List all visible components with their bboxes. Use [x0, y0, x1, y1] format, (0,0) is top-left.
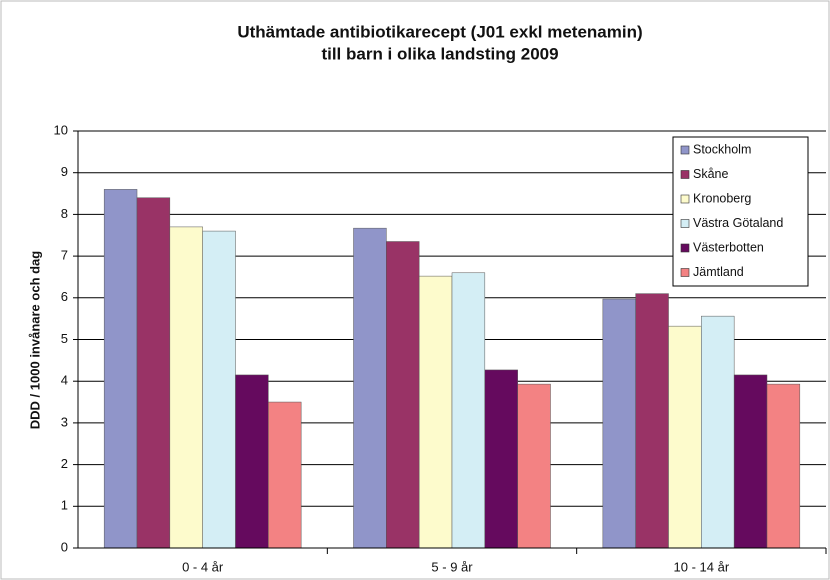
- chart-title: till barn i olika landsting 2009: [321, 44, 558, 63]
- legend-label: Stockholm: [693, 142, 751, 156]
- bar: [668, 325, 702, 549]
- bar: [635, 293, 669, 549]
- legend-label: Skåne: [693, 167, 728, 181]
- bar: [418, 275, 453, 549]
- legend-swatch: [680, 145, 690, 155]
- legend-swatch: [680, 243, 690, 253]
- x-tick-label: 0 - 4 år: [182, 559, 224, 574]
- y-axis-label: DDD / 1000 invånare och dag: [27, 251, 42, 430]
- bar: [602, 298, 636, 549]
- bar: [766, 383, 801, 549]
- bar: [169, 226, 203, 549]
- bar: [733, 374, 768, 549]
- legend-box: [672, 136, 809, 287]
- bar: [517, 383, 551, 549]
- legend-swatch: [680, 194, 690, 204]
- y-tick-label: 0: [61, 539, 68, 554]
- legend-label: Kronoberg: [693, 191, 751, 205]
- bar: [353, 227, 387, 549]
- y-tick-label: 1: [61, 498, 68, 513]
- y-tick-label: 10: [54, 122, 68, 137]
- y-tick-label: 7: [61, 248, 68, 263]
- legend-swatch: [680, 268, 690, 277]
- bar: [386, 241, 420, 549]
- x-tick-label: 10 - 14 år: [674, 559, 730, 574]
- bar: [701, 315, 735, 549]
- legend-swatch: [680, 219, 690, 228]
- y-tick-label: 5: [61, 331, 68, 346]
- y-tick-label: 9: [61, 164, 68, 179]
- legend-swatch: [680, 170, 690, 179]
- legend-label: Västra Götaland: [693, 216, 783, 230]
- y-tick-label: 3: [61, 414, 68, 429]
- bar: [235, 374, 269, 549]
- bar: [484, 369, 518, 549]
- bar: [103, 189, 138, 549]
- bar: [451, 272, 486, 549]
- legend-label: Västerbotten: [693, 240, 764, 254]
- chart-title: Uthämtade antibiotikarecept (J01 exkl me…: [237, 22, 642, 41]
- y-tick-label: 6: [61, 289, 68, 304]
- legend-label: Jämtland: [693, 265, 744, 279]
- bar: [268, 401, 302, 549]
- y-tick-label: 8: [61, 206, 68, 221]
- x-tick-label: 5 - 9 år: [431, 559, 473, 574]
- bar: [136, 197, 171, 549]
- y-tick-label: 4: [61, 373, 68, 388]
- y-tick-label: 2: [61, 456, 68, 471]
- bar: [202, 230, 236, 549]
